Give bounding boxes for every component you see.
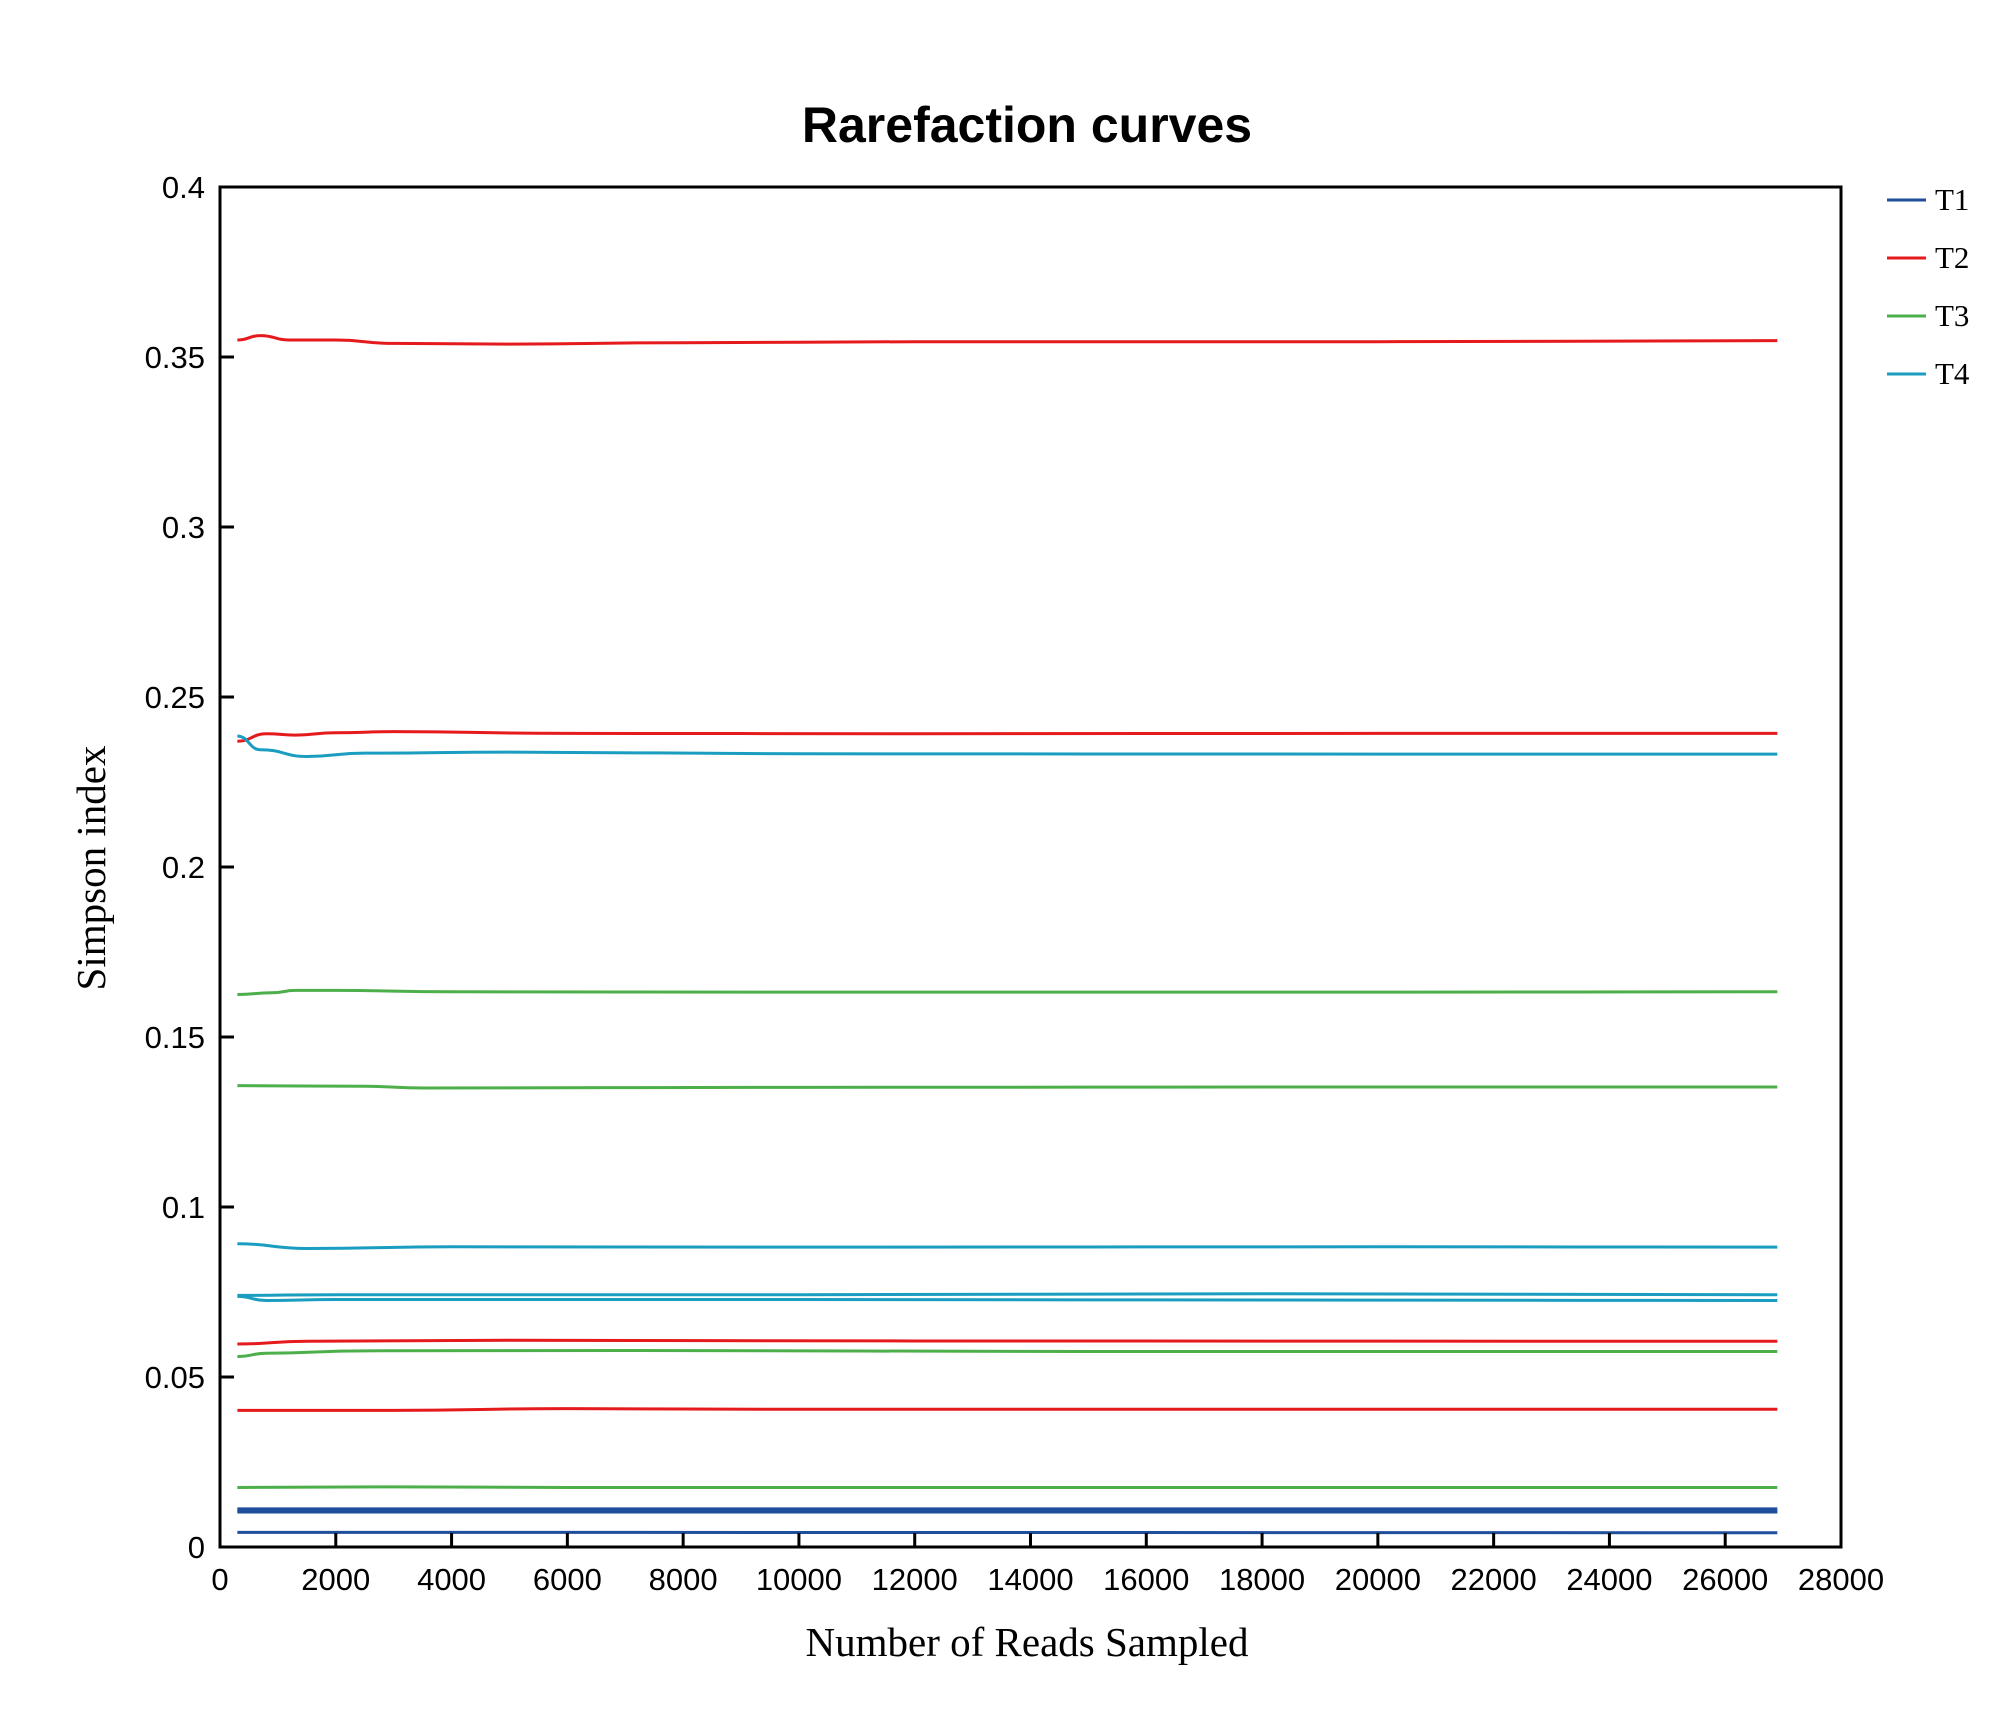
curve-t4-7 <box>237 1294 1778 1303</box>
y-tick-label: 0.15 <box>145 1020 205 1055</box>
x-tick-label: 24000 <box>1566 1562 1652 1597</box>
x-axis: 0 2000 4000 6000 8000 10000 12000 14000 16000 180… <box>211 1533 1884 1597</box>
y-tick-label: 0.1 <box>162 1190 205 1225</box>
x-tick-label: 6000 <box>533 1562 602 1597</box>
curve-t3-9 <box>237 1348 1778 1359</box>
y-tick-label: 0.4 <box>162 170 205 205</box>
legend-label-t3: T3 <box>1935 298 1969 333</box>
curve-t3-3 <box>237 988 1778 996</box>
curve-t2-8 <box>237 1338 1778 1346</box>
x-tick-label: 12000 <box>872 1562 958 1597</box>
x-axis-label: Number of Reads Sampled <box>806 1619 1249 1665</box>
y-tick-label: 0.2 <box>162 850 205 885</box>
x-tick-label: 14000 <box>987 1562 1073 1597</box>
y-tick-label: 0.3 <box>162 510 205 545</box>
x-tick-label: 22000 <box>1451 1562 1537 1597</box>
curve-t4-6 <box>237 1292 1778 1297</box>
x-tick-label: 2000 <box>301 1562 370 1597</box>
x-tick-label: 20000 <box>1335 1562 1421 1597</box>
x-tick-label: 10000 <box>756 1562 842 1597</box>
legend-label-t4: T4 <box>1935 356 1970 391</box>
legend: T1 T2 T3 T4 <box>1887 182 1970 391</box>
x-tick-label: 4000 <box>417 1562 486 1597</box>
curve-t4-2 <box>237 734 1778 759</box>
y-tick-label: 0.25 <box>145 680 205 715</box>
legend-label-t1: T1 <box>1935 182 1969 217</box>
curve-t2-1 <box>237 730 1778 743</box>
y-axis-label: Simpson index <box>68 746 114 991</box>
y-tick-label: 0.05 <box>145 1360 205 1395</box>
curve-t4-5 <box>237 1242 1778 1250</box>
curves-group <box>237 334 1778 1535</box>
x-tick-label: 28000 <box>1798 1562 1884 1597</box>
y-axis: 0 0.05 0.1 0.15 0.2 0.25 0.3 0.35 0.4 <box>145 170 234 1565</box>
curve-t2-0 <box>237 334 1778 346</box>
x-tick-label: 8000 <box>649 1562 718 1597</box>
legend-label-t2: T2 <box>1935 240 1969 275</box>
x-tick-label: 26000 <box>1682 1562 1768 1597</box>
chart-title: Rarefaction curves <box>802 97 1252 153</box>
plot-frame <box>218 185 1843 1549</box>
curve-t3-4 <box>237 1084 1778 1090</box>
x-tick-label: 0 <box>211 1562 228 1597</box>
x-tick-label: 18000 <box>1219 1562 1305 1597</box>
y-tick-label: 0.35 <box>145 340 205 375</box>
y-tick-label: 0 <box>188 1530 205 1565</box>
x-tick-label: 16000 <box>1103 1562 1189 1597</box>
curve-t2-10 <box>237 1407 1778 1412</box>
curve-t3-11 <box>237 1485 1778 1490</box>
